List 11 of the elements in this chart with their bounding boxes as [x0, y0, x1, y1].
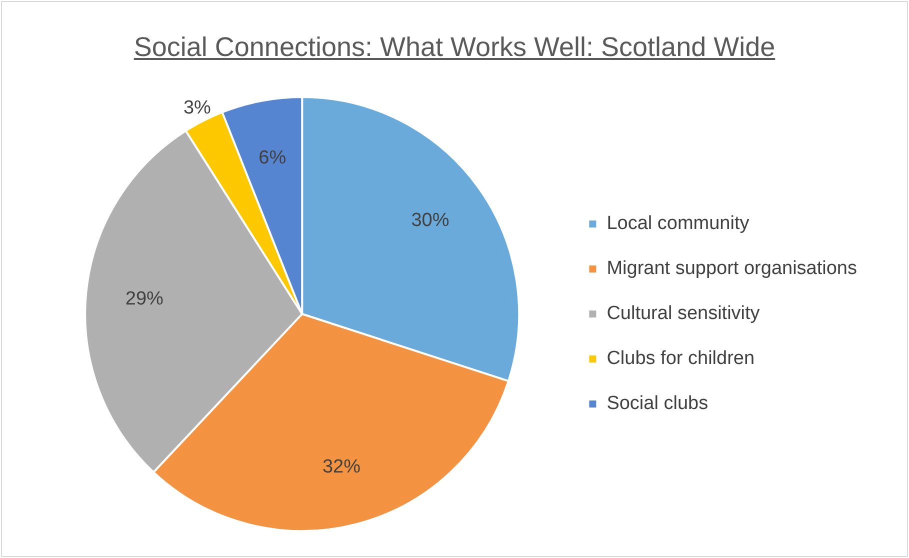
data-label: 6% — [258, 148, 286, 169]
legend-label: Migrant support organisations — [606, 258, 858, 280]
data-label: 30% — [411, 210, 450, 232]
legend-label: Social clubs — [606, 393, 708, 414]
chart-title: Social Connections: What Works Well: Scotland Wide — [132, 32, 776, 63]
data-label: 3% — [183, 97, 212, 118]
legend-label: Clubs for children — [606, 348, 755, 370]
data-label: 32% — [322, 456, 361, 478]
data-label: 29% — [125, 288, 164, 310]
legend-label: Local community — [606, 213, 750, 234]
legend-label: Cultural sensitivity — [606, 303, 760, 324]
